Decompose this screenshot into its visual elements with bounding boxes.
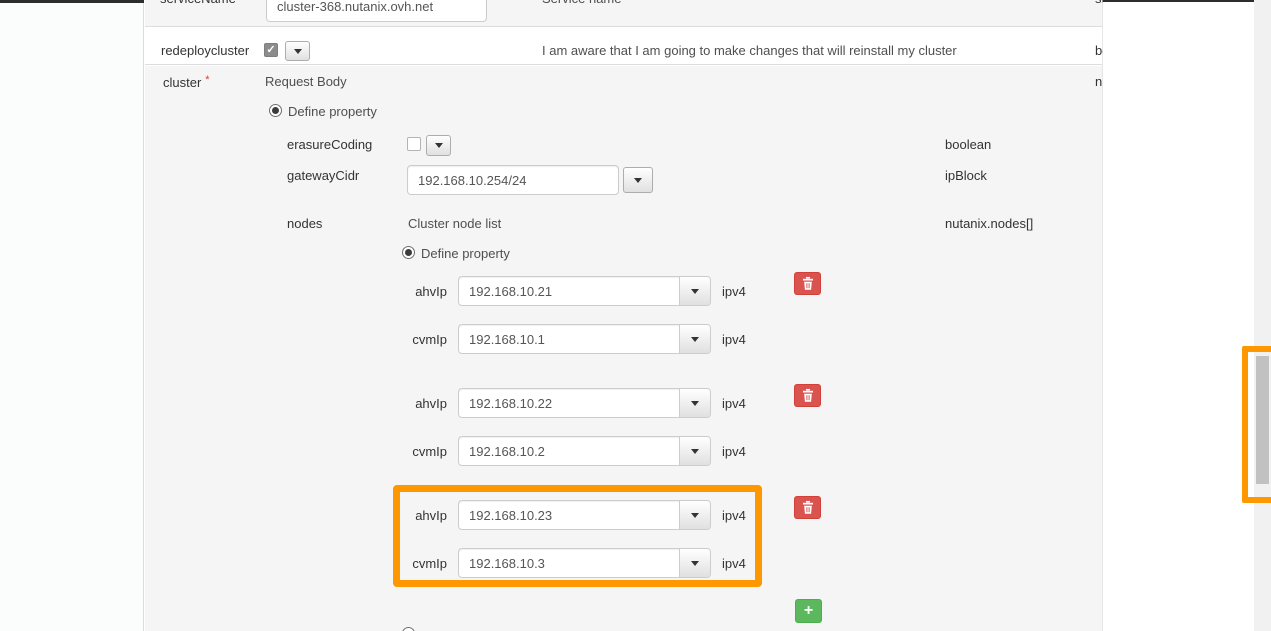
cluster-type: nutanix.cluster <box>1095 74 1103 89</box>
nodes-define-property-label: Define property <box>421 246 510 261</box>
node3-delete-button[interactable] <box>794 496 821 519</box>
cluster-description: Request Body <box>265 74 347 89</box>
checkmark-icon: ✓ <box>266 43 276 56</box>
node2-ahvip-dropdown-button[interactable] <box>679 389 710 417</box>
node2-cvmip-type: ipv4 <box>722 444 746 459</box>
node3-cvmip-input-group: 192.168.10.3 <box>458 548 711 578</box>
node1-cvmip-input[interactable]: 192.168.10.1 <box>469 331 545 347</box>
chevron-down-icon <box>293 48 302 54</box>
cluster-label-text: cluster <box>163 75 202 90</box>
node2-cvmip-input[interactable]: 192.168.10.2 <box>469 443 545 459</box>
node1-cvmip-type: ipv4 <box>722 332 746 347</box>
node1-ahvip-type: ipv4 <box>722 284 746 299</box>
chevron-down-icon <box>691 512 699 518</box>
scrollbar-thumb[interactable] <box>1256 356 1269 484</box>
radio-dot <box>272 107 279 114</box>
add-node-button[interactable]: + <box>795 599 822 623</box>
radio-dot <box>405 249 412 256</box>
node1-ahvip-input[interactable]: 192.168.10.21 <box>469 283 553 299</box>
node2-delete-button[interactable] <box>794 384 821 407</box>
nodes-define-property-radio[interactable] <box>402 246 415 259</box>
servicename-input-value: cluster-368.nutanix.ovh.net <box>277 0 434 14</box>
node3-cvmip-label: cvmIp <box>412 556 447 571</box>
node3-cvmip-dropdown-button[interactable] <box>679 549 710 577</box>
node1-ahvip-dropdown-button[interactable] <box>679 277 710 305</box>
redeploycluster-description: I am aware that I am going to make chang… <box>542 43 957 58</box>
node1-ahvip-input-group: 192.168.10.21 <box>458 276 711 306</box>
servicename-label: serviceName <box>160 0 236 6</box>
node3-cvmip-input[interactable]: 192.168.10.3 <box>469 555 545 571</box>
plus-icon: + <box>803 602 814 619</box>
chevron-down-icon <box>434 143 443 148</box>
node1-cvmip-input-group: 192.168.10.1 <box>458 324 711 354</box>
gatewaycidr-dropdown-button[interactable] <box>623 167 653 193</box>
erasurecoding-label: erasureCoding <box>287 137 373 152</box>
node3-ahvip-type: ipv4 <box>722 508 746 523</box>
left-page-margin <box>0 0 144 631</box>
node3-ahvip-input[interactable]: 192.168.10.23 <box>469 507 553 523</box>
gatewaycidr-input[interactable]: 192.168.10.254/24 <box>407 165 619 195</box>
top-edge-bar-left <box>0 0 144 3</box>
node2-ahvip-label: ahvIp <box>415 396 447 411</box>
node2-ahvip-type: ipv4 <box>722 396 746 411</box>
node1-cvmip-dropdown-button[interactable] <box>679 325 710 353</box>
node2-cvmip-input-group: 192.168.10.2 <box>458 436 711 466</box>
node1-delete-button[interactable] <box>794 272 821 295</box>
gatewaycidr-input-value: 192.168.10.254/24 <box>418 172 527 188</box>
trash-icon <box>802 389 813 402</box>
gatewaycidr-type: ipBlock <box>945 168 987 183</box>
node1-cvmip-label: cvmIp <box>412 332 447 347</box>
nodes-label: nodes <box>287 216 323 231</box>
redeploycluster-label: redeploycluster <box>161 43 250 58</box>
servicename-input[interactable]: cluster-368.nutanix.ovh.net <box>266 0 487 22</box>
erasurecoding-dropdown-button[interactable] <box>426 135 451 156</box>
erasurecoding-type: boolean <box>945 137 992 152</box>
node1-ahvip-label: ahvIp <box>415 284 447 299</box>
node3-cvmip-type: ipv4 <box>722 556 746 571</box>
redeploycluster-type: boolean <box>1095 43 1103 58</box>
node2-cvmip-label: cvmIp <box>412 444 447 459</box>
node3-ahvip-dropdown-button[interactable] <box>679 501 710 529</box>
chevron-down-icon <box>691 288 699 294</box>
nodes-type: nutanix.nodes[] <box>945 216 1034 231</box>
nodes-description: Cluster node list <box>408 216 502 231</box>
trash-icon <box>802 277 813 290</box>
erasurecoding-checkbox[interactable] <box>407 137 421 151</box>
chevron-down-icon <box>691 336 699 342</box>
redeploycluster-checkbox[interactable]: ✓ <box>264 43 278 57</box>
servicename-type: string <box>1095 0 1103 6</box>
node3-ahvip-label: ahvIp <box>415 508 447 523</box>
redeploycluster-dropdown-button[interactable] <box>285 41 310 61</box>
trash-icon <box>802 501 813 514</box>
gatewaycidr-label: gatewayCidr <box>287 168 360 183</box>
chevron-down-icon <box>691 400 699 406</box>
cluster-define-property-radio[interactable] <box>269 104 282 117</box>
table-right-border <box>1102 0 1103 631</box>
chevron-down-icon <box>691 448 699 454</box>
node2-cvmip-dropdown-button[interactable] <box>679 437 710 465</box>
required-marker: * <box>205 74 210 86</box>
node2-ahvip-input[interactable]: 192.168.10.22 <box>469 395 553 411</box>
scrollbar-track[interactable] <box>1254 0 1271 631</box>
cluster-label: cluster * <box>163 74 210 90</box>
chevron-down-icon <box>691 560 699 566</box>
node3-ahvip-input-group: 192.168.10.23 <box>458 500 711 530</box>
cluster-define-property-label: Define property <box>288 104 377 119</box>
servicename-description: Service name <box>542 0 621 6</box>
node2-ahvip-input-group: 192.168.10.22 <box>458 388 711 418</box>
top-edge-bar-right <box>1102 0 1254 2</box>
chevron-down-icon <box>634 177 642 183</box>
